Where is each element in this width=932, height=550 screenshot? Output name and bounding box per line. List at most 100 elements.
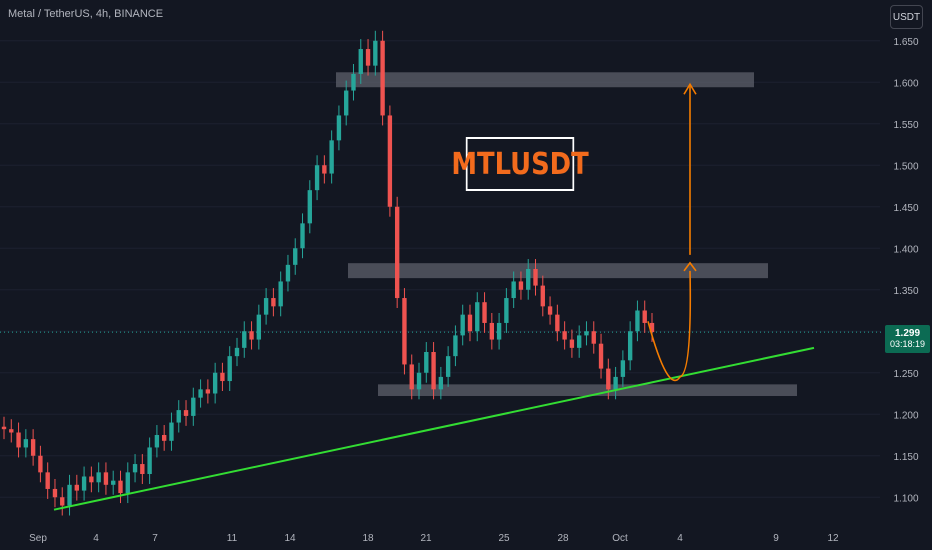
candle-body [591,331,596,344]
candle-body [176,410,181,423]
candle-body [394,206,400,299]
candle-body [387,115,393,207]
candle-body [212,372,218,394]
x-tick-label: 14 [284,533,296,544]
candle-body [1,426,7,430]
candle-body [205,389,211,394]
candle-body [96,472,101,483]
currency-unit-button[interactable]: USDT [890,5,923,29]
candle-body [555,314,560,332]
candle-body [220,372,225,382]
candle-body [147,447,152,475]
symbol-title: Metal / TetherUS, 4h, BINANCE [8,8,164,20]
y-tick-label: 1.400 [893,244,918,255]
x-tick-label: 4 [93,533,99,544]
candle-body [256,314,262,340]
y-tick-label: 1.100 [893,493,918,504]
candle-body [467,314,473,332]
candle-body [45,472,50,489]
candle-body [606,368,611,390]
candle-body [111,480,116,485]
candle-body [9,429,14,433]
candle-body [344,90,349,116]
candle-body [635,310,640,332]
candle-body [584,331,589,336]
candle-body [191,397,196,416]
last-price-badge[interactable]: 1.299 03:18:19 [885,325,930,353]
y-axis: 1.6501.6001.5501.5001.4501.4001.3501.300… [893,37,918,505]
candle-body [336,115,342,141]
grid-layer [0,40,882,498]
ticker-label: MTLUSDT [451,146,589,182]
candle-body [103,472,109,485]
candle-body [438,376,444,390]
candle-body [67,484,72,506]
candle-body [489,322,495,340]
candle-body [300,223,305,249]
candle-body [140,464,145,475]
candle-body [249,331,254,340]
candle-body [169,422,174,441]
candle-body [329,140,334,174]
candle-body [242,331,247,348]
support-trendline [53,346,815,511]
y-tick-label: 1.450 [893,203,918,214]
candle-body [409,364,414,390]
candle-body [613,376,618,390]
candle-body [183,410,189,416]
x-tick-label: 21 [420,533,432,544]
ticker-label-box: MTLUSDT [451,137,589,191]
candle-body [475,302,480,332]
projection-curve [647,270,692,382]
candle-body [431,352,436,390]
x-tick-label: 9 [773,533,779,544]
candle-body [314,165,320,191]
candle-body [38,455,43,473]
candle-body [285,264,291,282]
candle-body [271,298,276,307]
x-tick-label: Sep [29,533,47,544]
x-tick-label: 11 [227,533,238,544]
x-tick-label: 12 [827,533,839,544]
candle-body [234,347,240,357]
candle-body [307,190,312,224]
candle-body [496,322,502,340]
candle-body [511,281,516,299]
candle-body [161,435,167,441]
candle-body [402,298,407,365]
y-tick-label: 1.200 [893,410,918,421]
candles-layer [1,30,655,516]
y-tick-label: 1.650 [893,37,918,48]
candle-body [562,331,567,340]
candle-body [526,269,531,290]
candle-body [198,389,203,398]
price-zone [378,384,797,396]
candle-body [482,302,487,323]
candle-body [263,298,269,315]
candle-body [445,356,451,377]
candle-body [540,285,545,307]
candle-body [16,432,21,448]
candle-body [416,372,422,390]
x-axis: Sep 4 7 11 14 18 21 25 28 Oct 4 9 12 [29,533,839,544]
candle-body [322,165,327,174]
candle-body [649,322,655,333]
candle-body [227,356,232,382]
candle-body [504,298,509,323]
candle-body [627,331,633,361]
y-tick-label: 1.350 [893,286,918,297]
candle-body [358,49,363,74]
candle-body [460,314,465,336]
candle-body [518,281,524,290]
x-tick-label: 18 [362,533,374,544]
candle-body [81,476,87,491]
x-tick-label: 25 [498,533,510,544]
candle-body [23,439,29,448]
candle-body [642,310,647,323]
price-zone [336,72,754,88]
y-tick-label: 1.150 [893,452,918,463]
price-zone [348,263,768,279]
candle-body [30,439,36,456]
target-arrowhead [683,82,697,95]
